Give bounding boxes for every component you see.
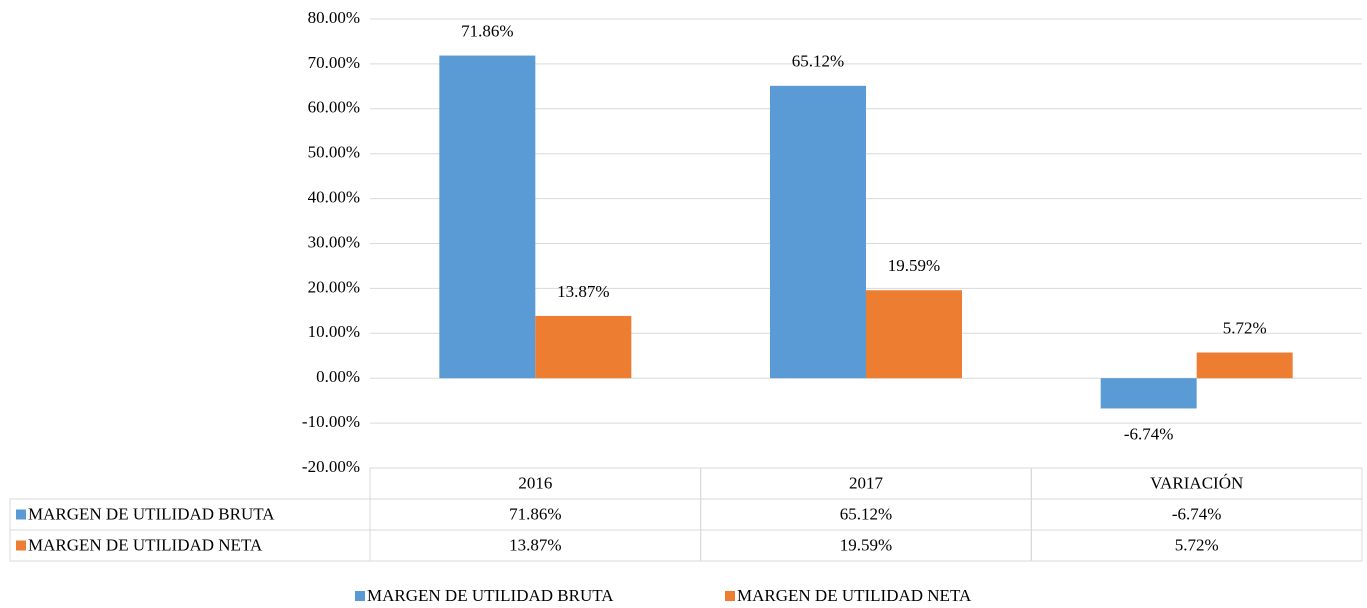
data-label: -6.74% xyxy=(1124,424,1174,443)
y-tick-label: 30.00% xyxy=(308,232,360,251)
y-tick-label: 10.00% xyxy=(308,322,360,341)
bar xyxy=(535,315,632,379)
table-value: 13.87% xyxy=(509,535,561,554)
table-series-name: MARGEN DE UTILIDAD BRUTA xyxy=(28,504,275,523)
table-value: 5.72% xyxy=(1175,535,1219,554)
table-series-name: MARGEN DE UTILIDAD NETA xyxy=(28,535,263,554)
y-tick-label: 0.00% xyxy=(316,367,360,386)
bar xyxy=(1196,352,1293,379)
bar xyxy=(439,55,536,379)
data-label: 19.59% xyxy=(888,256,940,275)
data-label: 5.72% xyxy=(1223,318,1267,337)
data-label: 65.12% xyxy=(792,52,844,71)
legend-key xyxy=(355,591,365,601)
bar xyxy=(866,290,962,379)
data-label: 71.86% xyxy=(461,21,513,40)
y-tick-label: 40.00% xyxy=(308,188,360,207)
table-value: 19.59% xyxy=(840,535,892,554)
legend-key xyxy=(725,591,735,601)
y-tick-label: -10.00% xyxy=(302,412,360,431)
table-key xyxy=(16,540,26,551)
table-category: 2016 xyxy=(518,473,552,492)
y-tick-label: 20.00% xyxy=(308,277,360,296)
y-tick-label: 70.00% xyxy=(308,53,360,72)
bar xyxy=(770,85,866,379)
table-value: -6.74% xyxy=(1172,504,1222,523)
data-label: 13.87% xyxy=(557,282,609,301)
y-tick-label: 60.00% xyxy=(308,98,360,117)
legend-label: MARGEN DE UTILIDAD BRUTA xyxy=(367,586,614,605)
bar xyxy=(1100,378,1197,409)
legend-label: MARGEN DE UTILIDAD NETA xyxy=(737,586,972,605)
table-value: 65.12% xyxy=(840,504,892,523)
table-row xyxy=(9,529,1363,562)
table-key xyxy=(16,509,26,520)
y-tick-label: 80.00% xyxy=(308,8,360,27)
y-tick-label: 50.00% xyxy=(308,143,360,162)
y-tick-label: -20.00% xyxy=(302,457,360,476)
table-value: 71.86% xyxy=(509,504,561,523)
table-category: 2017 xyxy=(849,473,884,492)
table-category: VARIACIÓN xyxy=(1150,473,1243,492)
